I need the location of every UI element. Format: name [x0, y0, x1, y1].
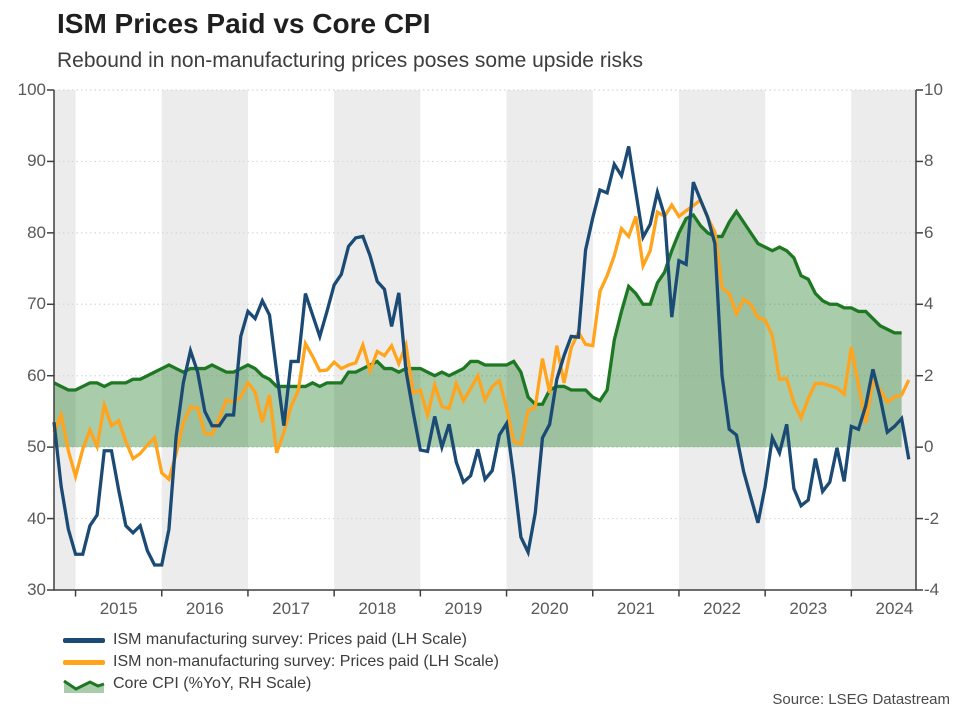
source-note: Source: LSEG Datastream [772, 691, 950, 708]
left-axis-tick-label: 60 [27, 365, 46, 385]
ism-non-manufacturing-line [52, 197, 911, 483]
year-shading-band [851, 90, 916, 590]
left-axis-tick-label: 50 [27, 437, 46, 457]
x-axis-year-label: 2022 [703, 599, 741, 618]
x-axis-year-label: 2018 [358, 599, 397, 618]
chart-title: ISM Prices Paid vs Core CPI [57, 8, 431, 39]
x-axis-year-label: 2020 [530, 599, 569, 618]
left-axis-tick-label: 80 [27, 222, 46, 242]
chart-subtitle: Rebound in non-manufacturing prices pose… [57, 49, 643, 72]
x-axis-year-label: 2024 [875, 599, 914, 618]
x-axis-year-label: 2016 [185, 599, 224, 618]
left-axis-tick-label: 70 [27, 294, 46, 314]
right-axis-tick-label: 0 [924, 437, 934, 457]
legend-label-non-manufacturing: ISM non-manufacturing survey: Prices pai… [113, 653, 499, 670]
right-axis-tick-label: -2 [924, 508, 940, 528]
year-shading-band [161, 90, 248, 590]
legend: ISM manufacturing survey: Prices paid (L… [63, 629, 499, 695]
right-axis-tick-label: 8 [924, 151, 934, 171]
left-axis-tick-label: 90 [27, 151, 46, 171]
right-axis-tick-label: 2 [924, 365, 934, 385]
year-shading-band [506, 90, 593, 590]
right-axis-tick-label: -4 [924, 580, 940, 599]
x-axis-year-label: 2021 [616, 599, 655, 618]
left-axis-tick-label: 40 [27, 508, 46, 528]
left-axis-tick-label: 100 [17, 80, 46, 99]
core-cpi-area-fill [54, 211, 902, 448]
right-axis-tick-label: 10 [924, 80, 943, 99]
legend-swatch-non-manufacturing-line [63, 659, 105, 665]
x-axis-year-label: 2015 [99, 599, 138, 618]
legend-swatch-manufacturing-line [63, 637, 105, 643]
legend-label-core-cpi: Core CPI (%YoY, RH Scale) [113, 675, 312, 692]
year-shading-band [334, 90, 421, 590]
legend-item-ism-manufacturing: ISM manufacturing survey: Prices paid (L… [63, 629, 499, 651]
x-axis-year-label: 2017 [272, 599, 310, 618]
ism-manufacturing-line [52, 146, 911, 567]
legend-label-manufacturing: ISM manufacturing survey: Prices paid (L… [113, 631, 467, 648]
left-axis-tick-label: 30 [27, 580, 46, 599]
legend-swatch-core-cpi-area-icon [63, 676, 105, 693]
x-axis-year-label: 2019 [444, 599, 483, 618]
right-axis-tick-label: 4 [924, 294, 934, 314]
x-axis-year-label: 2023 [789, 599, 828, 618]
legend-item-core-cpi: Core CPI (%YoY, RH Scale) [63, 673, 499, 695]
year-shading-band [678, 90, 766, 590]
right-axis-tick-label: 6 [924, 222, 934, 242]
legend-item-ism-non-manufacturing: ISM non-manufacturing survey: Prices pai… [63, 651, 499, 673]
legend-area-icon-line [63, 679, 105, 691]
